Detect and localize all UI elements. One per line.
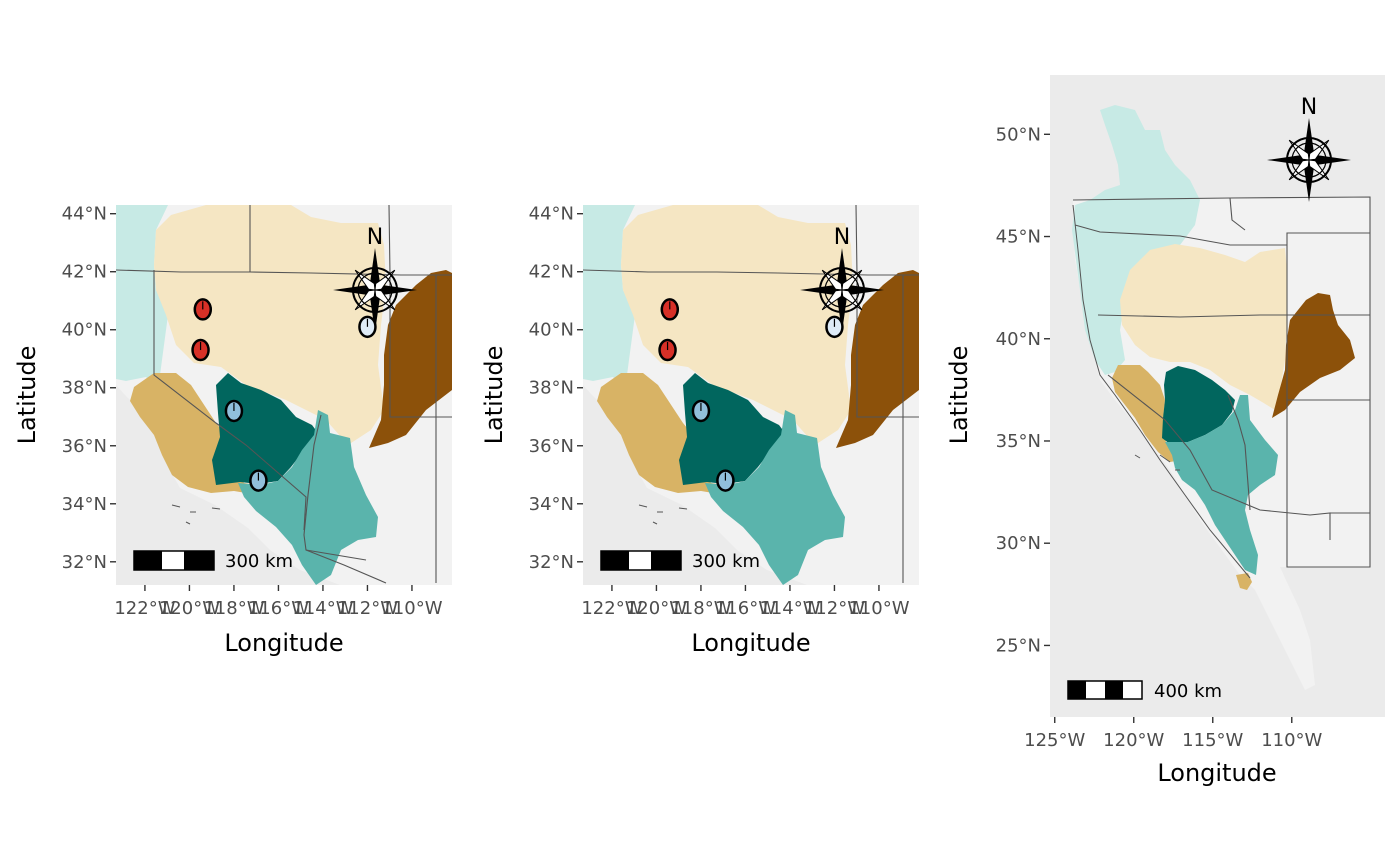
map-panel-3: N 400 km 125°W 120°W 115°W 110°W 25°N 30°N 35°… bbox=[945, 75, 1385, 787]
dark-teal-region bbox=[679, 373, 785, 485]
coastline bbox=[1072, 204, 1251, 579]
pie-chart-sample-marker-icon bbox=[691, 399, 711, 423]
y-tick-label: 45°N bbox=[996, 227, 1041, 248]
mid-teal-region bbox=[1165, 395, 1278, 575]
x-tick-label: 120°W bbox=[159, 598, 220, 619]
north-arrow-compass-rose-icon bbox=[800, 248, 884, 332]
tan-region bbox=[130, 373, 276, 505]
map-panel-1: N 300 km 122°W120°W118°W116°W114°W112°W1… bbox=[13, 204, 452, 657]
x-tick-label: 110°W bbox=[1261, 730, 1322, 751]
map-area-2 bbox=[583, 205, 919, 585]
y-tick-label: 38°N bbox=[529, 378, 574, 399]
state-borders bbox=[116, 205, 452, 584]
x-tick-label: 118°W bbox=[670, 598, 731, 619]
x-tick-label: 112°W bbox=[804, 598, 865, 619]
scale-bar-icon: 400 km bbox=[1067, 680, 1222, 702]
x-tick-label: 115°W bbox=[1182, 730, 1243, 751]
scale-bar-icon: 300 km bbox=[600, 550, 760, 572]
state-borders bbox=[583, 205, 919, 583]
north-arrow-compass-rose-icon bbox=[1267, 118, 1351, 202]
y-axis-title: Latitude bbox=[945, 346, 973, 445]
state-borders bbox=[1072, 196, 1371, 568]
y-tick-label: 30°N bbox=[996, 533, 1041, 554]
y-tick-label: 36°N bbox=[529, 436, 574, 457]
pie-chart-sample-marker-icon bbox=[224, 399, 244, 423]
pie-chart-sample-marker-icon bbox=[249, 469, 268, 492]
north-label: N bbox=[1301, 95, 1317, 120]
x-tick-label: 112°W bbox=[337, 598, 398, 619]
pie-chart-sample-marker-icon bbox=[825, 315, 844, 339]
pie-chart-sample-marker-icon bbox=[658, 338, 677, 362]
y-tick-label: 25°N bbox=[996, 635, 1041, 656]
north-label: N bbox=[834, 225, 850, 250]
x-tick-label: 125°W bbox=[1024, 730, 1085, 751]
y-tick-label: 38°N bbox=[62, 378, 107, 399]
x-axis-title: Longitude bbox=[224, 629, 343, 657]
y-axis-title: Latitude bbox=[13, 346, 41, 445]
map-area-3 bbox=[1050, 75, 1385, 717]
y-tick-label: 44°N bbox=[62, 204, 107, 225]
light-teal-region bbox=[1072, 105, 1200, 375]
pie-chart-sample-marker-icon bbox=[191, 338, 210, 362]
x-tick-label: 110°W bbox=[848, 598, 909, 619]
x-tick-label: 118°W bbox=[203, 598, 264, 619]
y-tick-label: 34°N bbox=[62, 494, 107, 515]
x-tick-label: 114°W bbox=[759, 598, 820, 619]
y-tick-label: 34°N bbox=[529, 494, 574, 515]
y-tick-label: 40°N bbox=[62, 320, 107, 341]
x-tick-label: 114°W bbox=[292, 598, 353, 619]
light-teal-region bbox=[116, 205, 168, 390]
sample-markers bbox=[658, 298, 844, 492]
y-tick-label: 35°N bbox=[996, 431, 1041, 452]
y-tick-label: 32°N bbox=[529, 552, 574, 573]
light-teal-region bbox=[583, 205, 635, 390]
mid-teal-region bbox=[705, 410, 845, 585]
x-axis-title: Longitude bbox=[691, 629, 810, 657]
x-tick-label: 122°W bbox=[581, 598, 642, 619]
scale-bar-icon: 300 km bbox=[133, 550, 293, 572]
pie-chart-sample-marker-icon bbox=[716, 469, 735, 492]
pie-chart-sample-marker-icon bbox=[193, 298, 213, 321]
x-axis-title: Longitude bbox=[1157, 759, 1276, 787]
tan-region bbox=[597, 373, 743, 505]
x-tick-label: 120°W bbox=[1103, 730, 1164, 751]
wheat-region bbox=[621, 205, 853, 445]
y-tick-label: 42°N bbox=[529, 262, 574, 283]
x-tick-label: 116°W bbox=[715, 598, 776, 619]
sample-markers bbox=[191, 298, 377, 492]
wheat-region bbox=[154, 205, 386, 445]
y-tick-label: 32°N bbox=[62, 552, 107, 573]
wheat-region bbox=[1120, 244, 1287, 410]
north-label: N bbox=[367, 225, 383, 250]
y-tick-label: 40°N bbox=[996, 329, 1041, 350]
x-tick-label: 122°W bbox=[114, 598, 175, 619]
dark-teal-region bbox=[1162, 366, 1235, 444]
pie-chart-sample-marker-icon bbox=[358, 315, 377, 339]
map-area-1 bbox=[116, 205, 452, 585]
dark-teal-region bbox=[212, 373, 318, 485]
islands bbox=[638, 504, 688, 525]
y-tick-label: 40°N bbox=[529, 320, 574, 341]
x-tick-label: 110°W bbox=[381, 598, 442, 619]
x-tick-label: 120°W bbox=[626, 598, 687, 619]
tan-region-baja bbox=[1236, 573, 1252, 590]
pie-chart-sample-marker-icon bbox=[660, 298, 680, 321]
x-tick-label: 116°W bbox=[248, 598, 309, 619]
brown-region bbox=[1272, 293, 1355, 418]
scale-label: 300 km bbox=[692, 551, 760, 572]
map-panel-2: N 300 km 122°W120°W118°W116°W114°W112°W1… bbox=[480, 204, 919, 657]
y-tick-label: 50°N bbox=[996, 124, 1041, 145]
north-arrow-compass-rose-icon bbox=[333, 248, 417, 332]
scale-label: 400 km bbox=[1154, 681, 1222, 702]
y-tick-label: 36°N bbox=[62, 436, 107, 457]
y-tick-label: 44°N bbox=[529, 204, 574, 225]
y-tick-label: 42°N bbox=[62, 262, 107, 283]
axes: 125°W 120°W 115°W 110°W 25°N 30°N 35°N 40°N 45°N… bbox=[996, 124, 1323, 751]
islands bbox=[171, 504, 221, 525]
scale-label: 300 km bbox=[225, 551, 293, 572]
y-axis-title: Latitude bbox=[480, 346, 508, 445]
